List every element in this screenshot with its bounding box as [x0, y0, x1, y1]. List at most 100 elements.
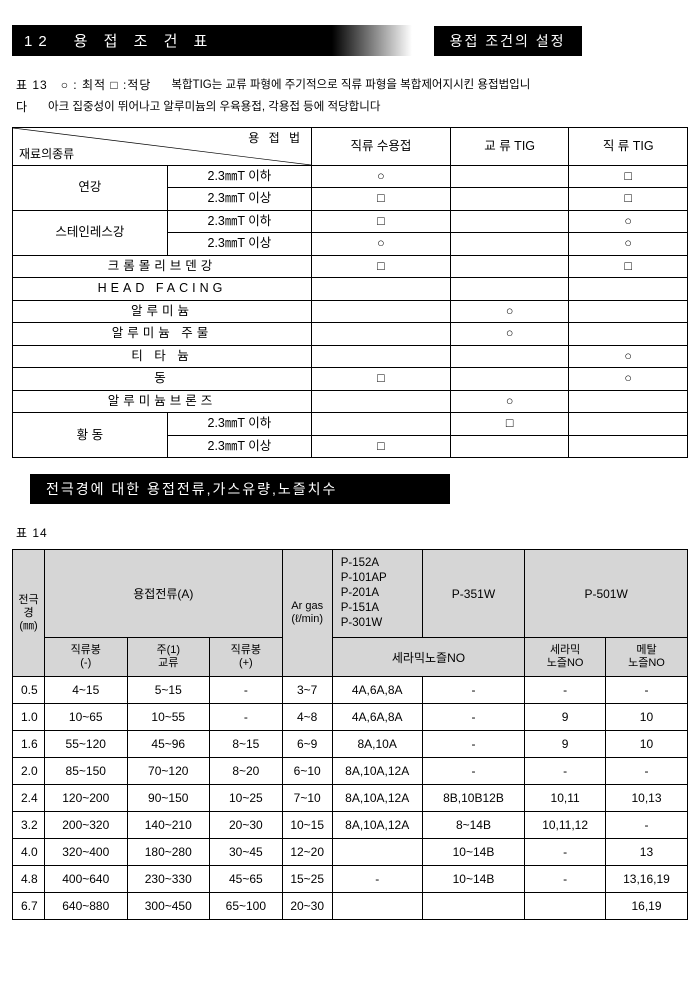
- t1-material: 알루미늄브론즈: [13, 390, 312, 413]
- t2-cell: 400~640: [45, 866, 128, 893]
- t2-cell: 45~96: [127, 731, 210, 758]
- t1-col2: 교 류 TIG: [450, 127, 569, 165]
- t2-cell: 8~14B: [422, 812, 525, 839]
- t1-cell: [450, 188, 569, 211]
- t2-cell: 2.0: [13, 758, 45, 785]
- t1-cell: [569, 300, 688, 323]
- note-line1: 복합TIG는 교류 파형에 주기적으로 직류 파형을 복합제어지시킨 용접법입니: [171, 76, 684, 94]
- t1-thickness: 2.3㎜T 이상: [167, 188, 311, 211]
- t2-cell: 1.6: [13, 731, 45, 758]
- t1-cell: □: [569, 255, 688, 278]
- t1-cell: □: [312, 368, 451, 391]
- t2-cell: 8~15: [210, 731, 283, 758]
- t1-material: 스테인레스강: [13, 210, 168, 255]
- t2-cell: 8A,10A,12A: [332, 785, 422, 812]
- t1-cell: □: [312, 255, 451, 278]
- t2-cell: -: [605, 758, 687, 785]
- t2-cell: 10~25: [210, 785, 283, 812]
- t2-cell: 55~120: [45, 731, 128, 758]
- t2-cell: 10~15: [282, 812, 332, 839]
- t1-diag-top: 용 접 법: [248, 130, 303, 147]
- t1-thickness: 2.3㎜T 이하: [167, 210, 311, 233]
- t2-cell: 1.0: [13, 704, 45, 731]
- t1-cell: [450, 210, 569, 233]
- table-14: 전극경 (㎜) 용접전류(A) Ar gas (ℓ/min) P-152AP-1…: [12, 549, 688, 920]
- t1-cell: [450, 233, 569, 256]
- table13-notes2: 다 아크 집중성이 뛰어나고 알루미늄의 우육용접, 각용접 등에 적당합니다: [12, 98, 688, 120]
- t1-cell: ○: [312, 233, 451, 256]
- t2-h-argas: Ar gas: [287, 600, 328, 613]
- t2-cell: 5~15: [127, 677, 210, 704]
- t2-cell: 70~120: [127, 758, 210, 785]
- t1-cell: [450, 435, 569, 458]
- t1-cell: ○: [569, 368, 688, 391]
- t2-cell: 13: [605, 839, 687, 866]
- t2-h-p501: P-501W: [525, 550, 688, 638]
- t1-cell: □: [569, 188, 688, 211]
- t1-thickness: 2.3㎜T 이상: [167, 435, 311, 458]
- page-title: 12 용 접 조 건 표: [12, 25, 412, 56]
- t2-h-argas-unit: (ℓ/min): [287, 613, 328, 626]
- t1-cell: [312, 345, 451, 368]
- t2-h-elec: 전극경: [17, 594, 40, 620]
- t2-h-elec-unit: (㎜): [17, 620, 40, 633]
- t2-cell: 10~65: [45, 704, 128, 731]
- t1-cell: □: [569, 165, 688, 188]
- t1-cell: [569, 390, 688, 413]
- t2-cell: 4~15: [45, 677, 128, 704]
- t2-h-models: P-152AP-101APP-201AP-151AP-301W: [332, 550, 422, 638]
- t1-cell: [569, 278, 688, 301]
- table14-caption: 표 14: [16, 524, 684, 541]
- t2-cell: [332, 839, 422, 866]
- t2-cell: [332, 893, 422, 920]
- t2-cell: 8A,10A,12A: [332, 812, 422, 839]
- t1-material: HEAD FACING: [13, 278, 312, 301]
- t1-cell: [312, 278, 451, 301]
- t2-cell: 200~320: [45, 812, 128, 839]
- t1-cell: [450, 255, 569, 278]
- t1-cell: □: [312, 188, 451, 211]
- t2-cell: 85~150: [45, 758, 128, 785]
- t1-cell: [312, 323, 451, 346]
- t1-cell: ○: [312, 165, 451, 188]
- t1-col3: 직 류 TIG: [569, 127, 688, 165]
- table13-notes: 표 13 ○ : 최적 □ :적당 복합TIG는 교류 파형에 주기적으로 직류…: [12, 76, 688, 98]
- t1-cell: [569, 323, 688, 346]
- t2-cell: 8B,10B12B: [422, 785, 525, 812]
- t2-cell: 9: [525, 704, 606, 731]
- t1-material: 동: [13, 368, 312, 391]
- t1-cell: [312, 300, 451, 323]
- t1-material: 황 동: [13, 413, 168, 458]
- t2-cell: 0.5: [13, 677, 45, 704]
- table-13: 용 접 법 재료의종류 직류 수용접 교 류 TIG 직 류 TIG 연강2.3…: [12, 127, 688, 459]
- t2-cell: 4~8: [282, 704, 332, 731]
- t2-cell: 10,11,12: [525, 812, 606, 839]
- t2-cell: 7~10: [282, 785, 332, 812]
- t2-cell: 8A,10A: [332, 731, 422, 758]
- t1-cell: [569, 413, 688, 436]
- t2-h-current: 용접전류(A): [45, 550, 283, 638]
- subsection-header-1: 용접 조건의 설정: [434, 26, 582, 56]
- t2-cell: [422, 893, 525, 920]
- t1-cell: [450, 368, 569, 391]
- t2-sub-ac: 주(1)교류: [127, 637, 210, 676]
- t2-cell: 640~880: [45, 893, 128, 920]
- t2-cell: 2.4: [13, 785, 45, 812]
- t1-cell: □: [312, 210, 451, 233]
- t2-cell: 10,13: [605, 785, 687, 812]
- t1-cell: ○: [450, 300, 569, 323]
- t2-cell: 13,16,19: [605, 866, 687, 893]
- t2-cell: 120~200: [45, 785, 128, 812]
- t2-cell: 90~150: [127, 785, 210, 812]
- t2-sub-metal: 메탈노즐NO: [605, 637, 687, 676]
- t2-cell: 4.0: [13, 839, 45, 866]
- t2-cell: 300~450: [127, 893, 210, 920]
- t1-cell: [312, 390, 451, 413]
- t1-cell: ○: [450, 390, 569, 413]
- t2-cell: [525, 893, 606, 920]
- table13-legend: 표 13 ○ : 최적 □ :적당: [16, 78, 151, 92]
- t1-cell: [450, 165, 569, 188]
- t1-material: 연강: [13, 165, 168, 210]
- t2-cell: 20~30: [210, 812, 283, 839]
- t2-cell: 230~330: [127, 866, 210, 893]
